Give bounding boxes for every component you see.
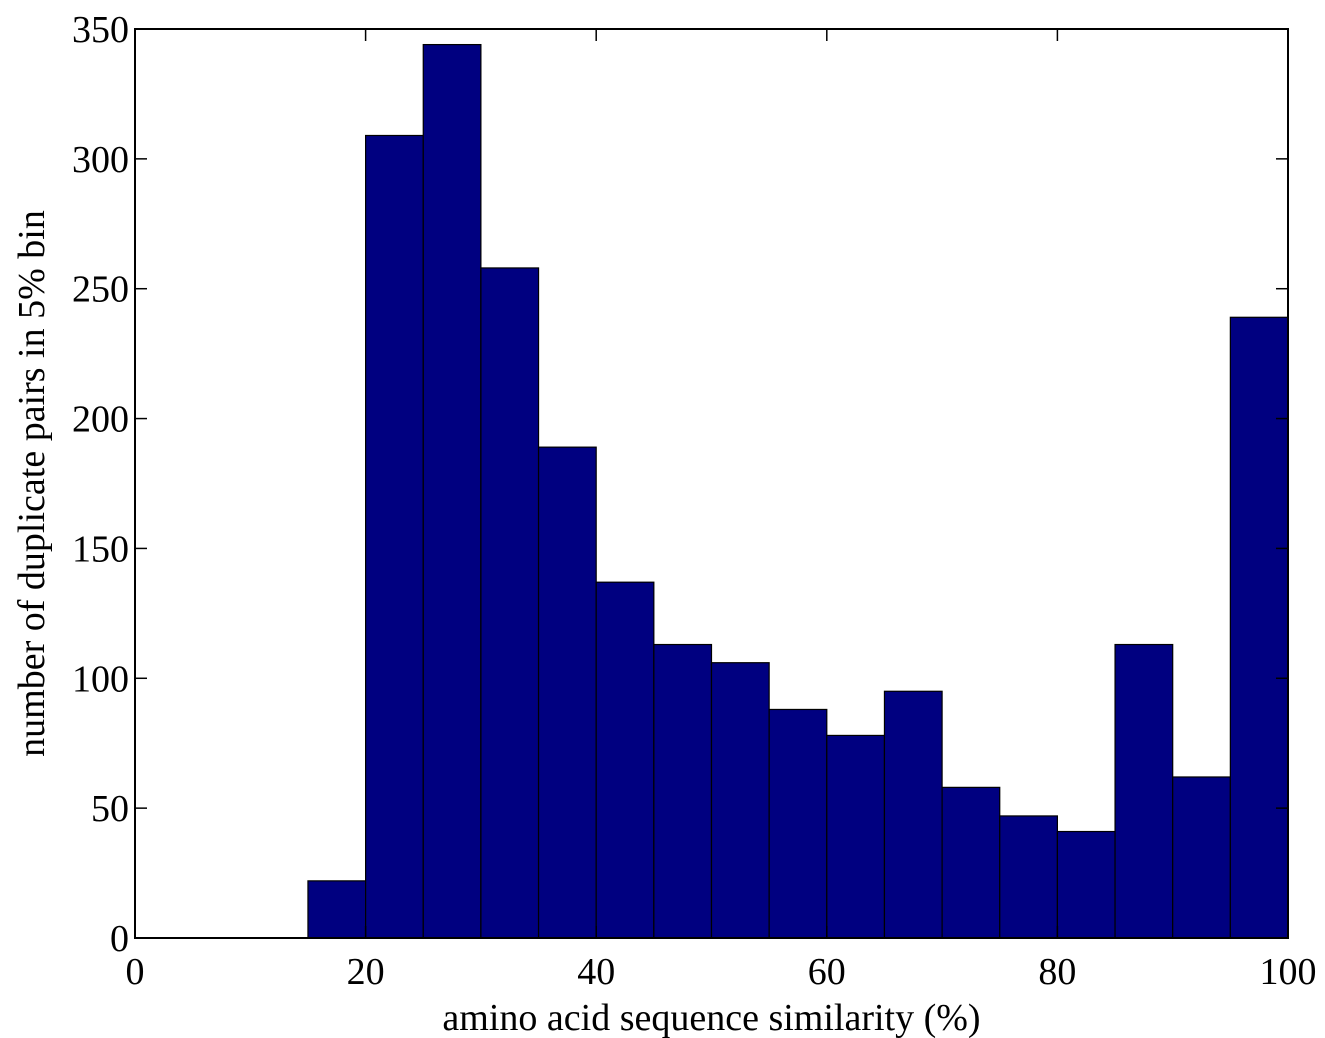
histogram-bar-25-30: [422, 43, 482, 939]
histogram-bar-20-25: [365, 134, 424, 939]
histogram-bar-65-70: [883, 690, 943, 939]
histogram-bar-50-55: [710, 662, 770, 939]
y-tick-label: 250: [72, 269, 129, 311]
x-tick-label: 60: [808, 951, 846, 993]
x-tick-label: 0: [126, 951, 145, 993]
x-tick-label: 80: [1038, 951, 1076, 993]
y-tick-label: 50: [91, 788, 129, 830]
histogram-bar-70-75: [941, 786, 1001, 939]
y-tick-label: 100: [72, 658, 129, 700]
x-tick-label: 40: [577, 951, 615, 993]
x-axis-label: amino acid sequence similarity (%): [442, 997, 980, 1038]
ticks-group: 0 20 40 60 80 100 0 50 100 150 200 250 300 350: [72, 9, 1317, 993]
y-tick-label: 150: [72, 528, 129, 570]
y-tick-label: 350: [72, 9, 129, 51]
histogram-bar-75-80: [999, 815, 1059, 939]
histogram-bar-15-20: [307, 880, 367, 939]
histogram-bar-80-85: [1056, 830, 1116, 939]
histogram-bar-40-45: [595, 581, 655, 939]
histogram-bar-35-40: [537, 446, 597, 939]
x-tick-label: 20: [347, 951, 385, 993]
plot-frame: [134, 28, 1289, 939]
histogram-bar-55-60: [768, 708, 828, 939]
y-axis-label: number of duplicate pairs in 5% bin: [11, 210, 53, 757]
x-tick-label: 100: [1260, 951, 1317, 993]
y-tick-label: 300: [72, 139, 129, 181]
y-tick-label: 0: [110, 918, 129, 960]
histogram-bar-90-95: [1172, 776, 1231, 939]
y-tick-label: 200: [72, 399, 129, 441]
histogram-bar-95-100: [1229, 316, 1289, 939]
histogram-bar-30-35: [480, 267, 540, 939]
histogram-bar-85-90: [1114, 643, 1174, 939]
histogram-bar-60-65: [826, 734, 886, 939]
histogram-bar-45-50: [653, 643, 713, 939]
bars-group: [135, 43, 1289, 939]
